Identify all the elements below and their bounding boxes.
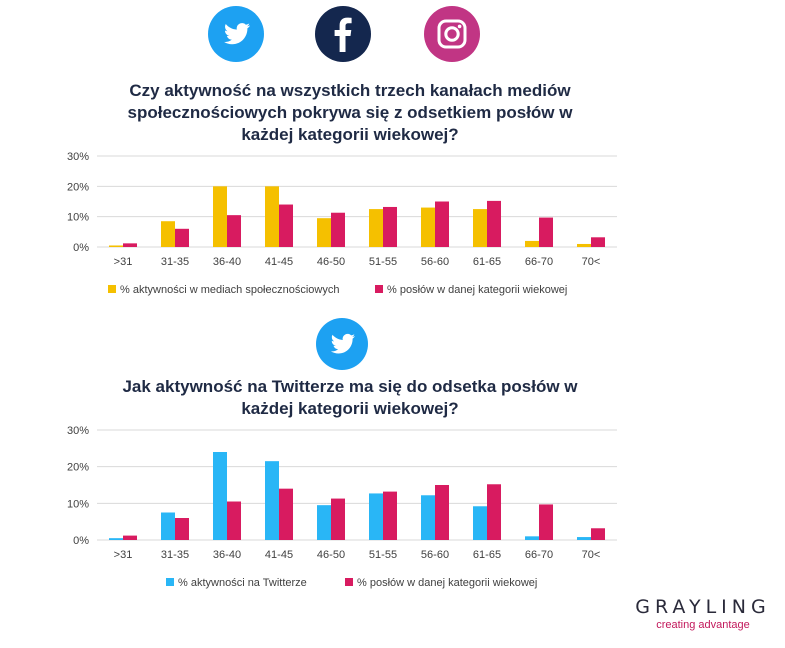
bar-activity [213, 186, 227, 247]
chart-1-all-channels: 0% 10% 20% 30% >31 31-35 36-40 41-45 46-50 51-55 5… [67, 151, 617, 296]
chart-1-title-line-3: każdej kategorii wiekowej? [241, 125, 459, 144]
bar-mp-share [227, 215, 241, 247]
instagram-icon [424, 6, 480, 62]
legend-label: % aktywności na Twitterze [178, 577, 307, 589]
bar-mp-share [591, 528, 605, 540]
bar-activity [213, 452, 227, 540]
brand-name: GRAYLING [635, 596, 771, 618]
bar-activity [317, 218, 331, 247]
bar-mp-share [539, 504, 553, 540]
bar-activity [161, 221, 175, 247]
legend-label: % aktywności w mediach społecznościowych [120, 284, 339, 296]
bar-activity [161, 512, 175, 540]
bar-activity [577, 243, 591, 247]
bar-mp-share [175, 518, 189, 540]
chart-2-title: Jak aktywność na Twitterze ma się do ods… [90, 376, 610, 420]
x-tick-label: 56-60 [421, 549, 449, 561]
bar-mp-share [123, 243, 137, 247]
bar-activity [421, 495, 435, 540]
bar-activity [525, 240, 539, 247]
legend-swatch [375, 285, 383, 293]
bar-mp-share [123, 535, 137, 540]
x-tick-label: 51-55 [369, 256, 397, 268]
bar-activity [369, 209, 383, 247]
y-tick-label: 10% [67, 498, 89, 510]
x-tick-label: >31 [114, 549, 133, 561]
legend-swatch [345, 578, 353, 586]
chart-1-title-line-2: społecznościowych pokrywa się z odsetkie… [127, 103, 573, 122]
bar-mp-share [487, 200, 501, 247]
y-tick-label: 0% [73, 535, 89, 547]
x-tick-label: 70< [582, 549, 601, 561]
y-tick-label: 20% [67, 462, 89, 474]
bar-mp-share [383, 491, 397, 540]
chart-2-twitter: 0% 10% 20% 30% >31 31-35 36-40 41-45 46-50 51-55 5… [67, 425, 617, 589]
x-tick-label: 61-65 [473, 256, 501, 268]
x-tick-label: 66-70 [525, 256, 553, 268]
x-tick-label: 51-55 [369, 549, 397, 561]
brand-tagline: creating advantage [656, 619, 750, 631]
bar-mp-share [227, 501, 241, 540]
bar-activity [265, 186, 279, 247]
bar-mp-share [539, 217, 553, 247]
bar-mp-share [331, 212, 345, 247]
bar-mp-share [435, 201, 449, 247]
x-tick-label: 41-45 [265, 256, 293, 268]
bar-mp-share [383, 206, 397, 247]
twitter-icon [208, 6, 264, 62]
bar-mp-share [279, 204, 293, 247]
twitter-icon [316, 318, 368, 370]
bar-activity [525, 536, 539, 540]
y-tick-label: 10% [67, 212, 89, 224]
bar-activity [473, 209, 487, 247]
x-tick-label: 70< [582, 256, 601, 268]
facebook-icon [315, 6, 371, 62]
legend-swatch [108, 285, 116, 293]
bar-activity [421, 207, 435, 247]
legend-swatch [166, 578, 174, 586]
chart-2-title-line-1: Jak aktywność na Twitterze ma się do ods… [122, 377, 578, 396]
y-tick-label: 0% [73, 242, 89, 254]
grayling-logo: GRAYLING creating advantage [628, 596, 778, 631]
x-tick-label: 31-35 [161, 256, 189, 268]
y-tick-label: 30% [67, 151, 89, 163]
bar-activity [369, 493, 383, 540]
bar-activity [109, 245, 123, 247]
bar-activity [109, 538, 123, 540]
bar-mp-share [279, 488, 293, 540]
x-tick-label: 61-65 [473, 549, 501, 561]
bar-mp-share [487, 484, 501, 540]
x-tick-label: 46-50 [317, 256, 345, 268]
bar-mp-share [331, 498, 345, 540]
chart-1-title-line-1: Czy aktywność na wszystkich trzech kanał… [129, 81, 571, 100]
x-tick-label: 36-40 [213, 549, 241, 561]
bar-mp-share [591, 237, 605, 247]
x-tick-label: 31-35 [161, 549, 189, 561]
bar-activity [473, 506, 487, 540]
bar-activity [265, 461, 279, 540]
bar-mp-share [435, 485, 449, 540]
bar-activity [317, 505, 331, 540]
chart-2-title-line-2: każdej kategorii wiekowej? [241, 399, 459, 418]
legend-label: % posłów w danej kategorii wiekowej [387, 284, 567, 296]
legend-label: % posłów w danej kategorii wiekowej [357, 577, 537, 589]
x-tick-label: 46-50 [317, 549, 345, 561]
x-tick-label: >31 [114, 256, 133, 268]
x-tick-label: 66-70 [525, 549, 553, 561]
x-tick-label: 36-40 [213, 256, 241, 268]
x-tick-label: 56-60 [421, 256, 449, 268]
y-tick-label: 20% [67, 181, 89, 193]
y-tick-label: 30% [67, 425, 89, 437]
x-tick-label: 41-45 [265, 549, 293, 561]
chart-1-title: Czy aktywność na wszystkich trzech kanał… [90, 80, 610, 146]
bar-activity [577, 537, 591, 540]
bar-mp-share [175, 228, 189, 247]
